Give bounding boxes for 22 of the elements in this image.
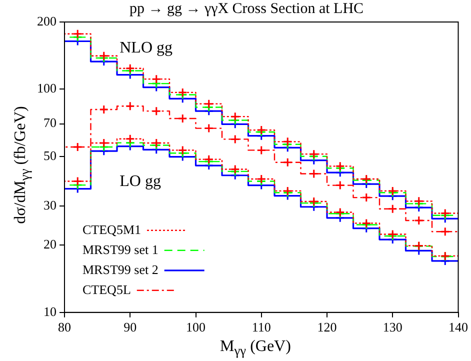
y-tick-label: 100 [37,80,56,96]
x-tick-label: 120 [317,320,337,335]
legend-label: MRST99 set 2 [82,262,158,277]
y-tick-label: 20 [44,236,56,252]
x-tick-label: 140 [448,320,468,335]
x-axis-title: M$_{γγ}$ (GeV) [219,338,292,359]
x-tick-label: 130 [382,320,402,335]
legend-label: CTEQ5L [82,282,131,297]
x-tick-label: 80 [58,320,71,335]
y-tick-label: 10 [44,304,56,319]
x-tick-label: 90 [124,320,137,335]
x-tick-label: 100 [186,320,206,335]
chart-title: pp → gg → γγX Cross Section at LHC [129,0,364,17]
y-tick-label: 200 [37,13,56,28]
legend-label: CTEQ5M1 [82,222,141,237]
y-tick-label: 30 [44,197,56,212]
annotation: LO gg [120,172,161,190]
legend-label: MRST99 set 1 [82,242,158,257]
y-tick-label: 70 [44,115,56,130]
y-tick-label: 50 [44,148,56,163]
x-tick-label: 110 [252,320,271,335]
annotation: NLO gg [120,39,173,56]
